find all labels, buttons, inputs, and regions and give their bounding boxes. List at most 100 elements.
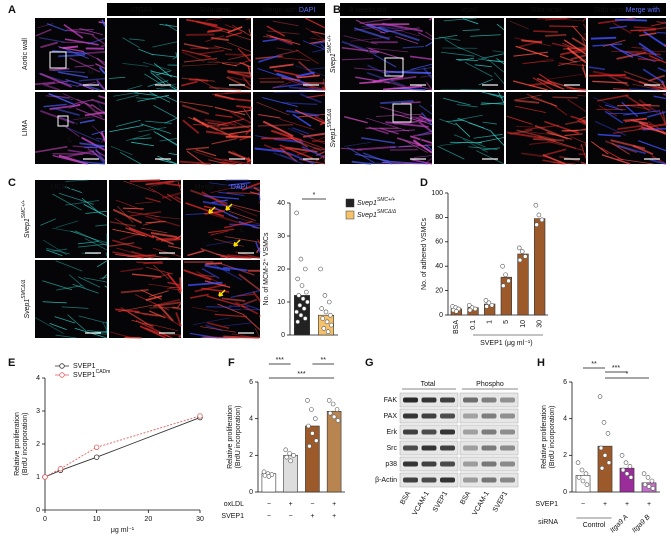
texture (532, 77, 554, 91)
texture (165, 182, 182, 187)
texture (48, 93, 76, 106)
texture (42, 83, 60, 91)
texture (167, 287, 182, 291)
data-point (284, 454, 290, 460)
data-point (533, 202, 539, 208)
band (421, 397, 437, 403)
data-point (262, 473, 268, 478)
texture (310, 37, 326, 41)
data-point (597, 394, 603, 399)
texture (488, 59, 505, 73)
y-tick-label: 20 (277, 266, 285, 273)
band (440, 461, 455, 467)
y-tick-label: 0 (563, 489, 567, 496)
texture (73, 115, 98, 121)
band (421, 477, 437, 483)
texture (227, 76, 252, 82)
texture (164, 117, 178, 124)
texture (241, 182, 261, 191)
texture (228, 182, 251, 186)
texture (294, 109, 326, 125)
texture (150, 70, 178, 78)
texture (656, 21, 667, 24)
data-point (330, 401, 336, 407)
condition-sign: + (332, 513, 336, 520)
y-axis-label: (BrdU incorporation) (549, 405, 556, 468)
data-point (650, 486, 656, 491)
texture (153, 302, 170, 311)
texture (102, 274, 108, 280)
x-tick-label: 1 (487, 320, 494, 324)
y-axis-label: (BrdU incorporation) (235, 405, 242, 468)
texture (100, 132, 106, 140)
texture (610, 139, 646, 150)
texture (230, 205, 258, 217)
data-point (575, 460, 581, 465)
legend-swatch (345, 198, 355, 208)
significance: *** (276, 357, 284, 364)
bar (619, 467, 635, 493)
texture (200, 326, 237, 333)
x-axis-label: SVEP1 (μg ml⁻¹) (480, 340, 532, 347)
arrow (218, 289, 226, 297)
texture (209, 182, 244, 188)
data-point (322, 293, 328, 298)
texture (187, 250, 205, 257)
band (481, 413, 497, 419)
y-tick-label: 0 (281, 332, 285, 339)
texture (281, 101, 318, 106)
texture (464, 61, 493, 77)
texture (462, 29, 480, 31)
texture (312, 41, 326, 45)
band (403, 461, 418, 467)
texture (271, 37, 292, 46)
texture (623, 70, 663, 86)
texture (607, 74, 630, 87)
texture (138, 127, 167, 133)
texture (207, 28, 223, 32)
texture (42, 301, 67, 304)
group-label: siRNA (538, 519, 558, 526)
data-point (261, 469, 267, 475)
texture (545, 33, 567, 37)
texture (477, 137, 505, 144)
texture (516, 129, 556, 141)
data-point (302, 316, 308, 321)
texture (166, 193, 182, 204)
texture (592, 80, 628, 84)
texture (292, 127, 310, 135)
texture (455, 122, 471, 137)
row-label: LIMA (22, 120, 29, 137)
micrograph (35, 92, 105, 164)
texture (584, 142, 587, 147)
texture (125, 227, 147, 238)
marker: L (68, 137, 73, 144)
texture (138, 48, 154, 56)
band (463, 429, 478, 435)
texture (122, 207, 144, 210)
gene: Svep1 (24, 218, 31, 238)
legend-label: Svep1SMC+/+ (357, 197, 395, 207)
texture (67, 149, 98, 156)
column-header: SMα-actin (129, 184, 161, 191)
texture (142, 61, 172, 71)
y-tick-label: 2 (36, 441, 40, 448)
data-point (598, 445, 604, 451)
texture (313, 147, 326, 151)
texture (176, 302, 182, 309)
texture (35, 28, 52, 37)
texture (341, 58, 374, 61)
texture (158, 159, 178, 165)
texture (388, 129, 415, 132)
texture (108, 76, 126, 79)
texture (45, 95, 70, 98)
texture (39, 72, 72, 88)
condition-label: oxLDL (224, 501, 244, 508)
band (500, 429, 515, 435)
column-header: SMα-actin (199, 7, 231, 14)
texture (460, 88, 487, 91)
texture (290, 137, 309, 148)
texture (157, 304, 174, 322)
texture (515, 105, 547, 114)
texture (266, 25, 285, 37)
